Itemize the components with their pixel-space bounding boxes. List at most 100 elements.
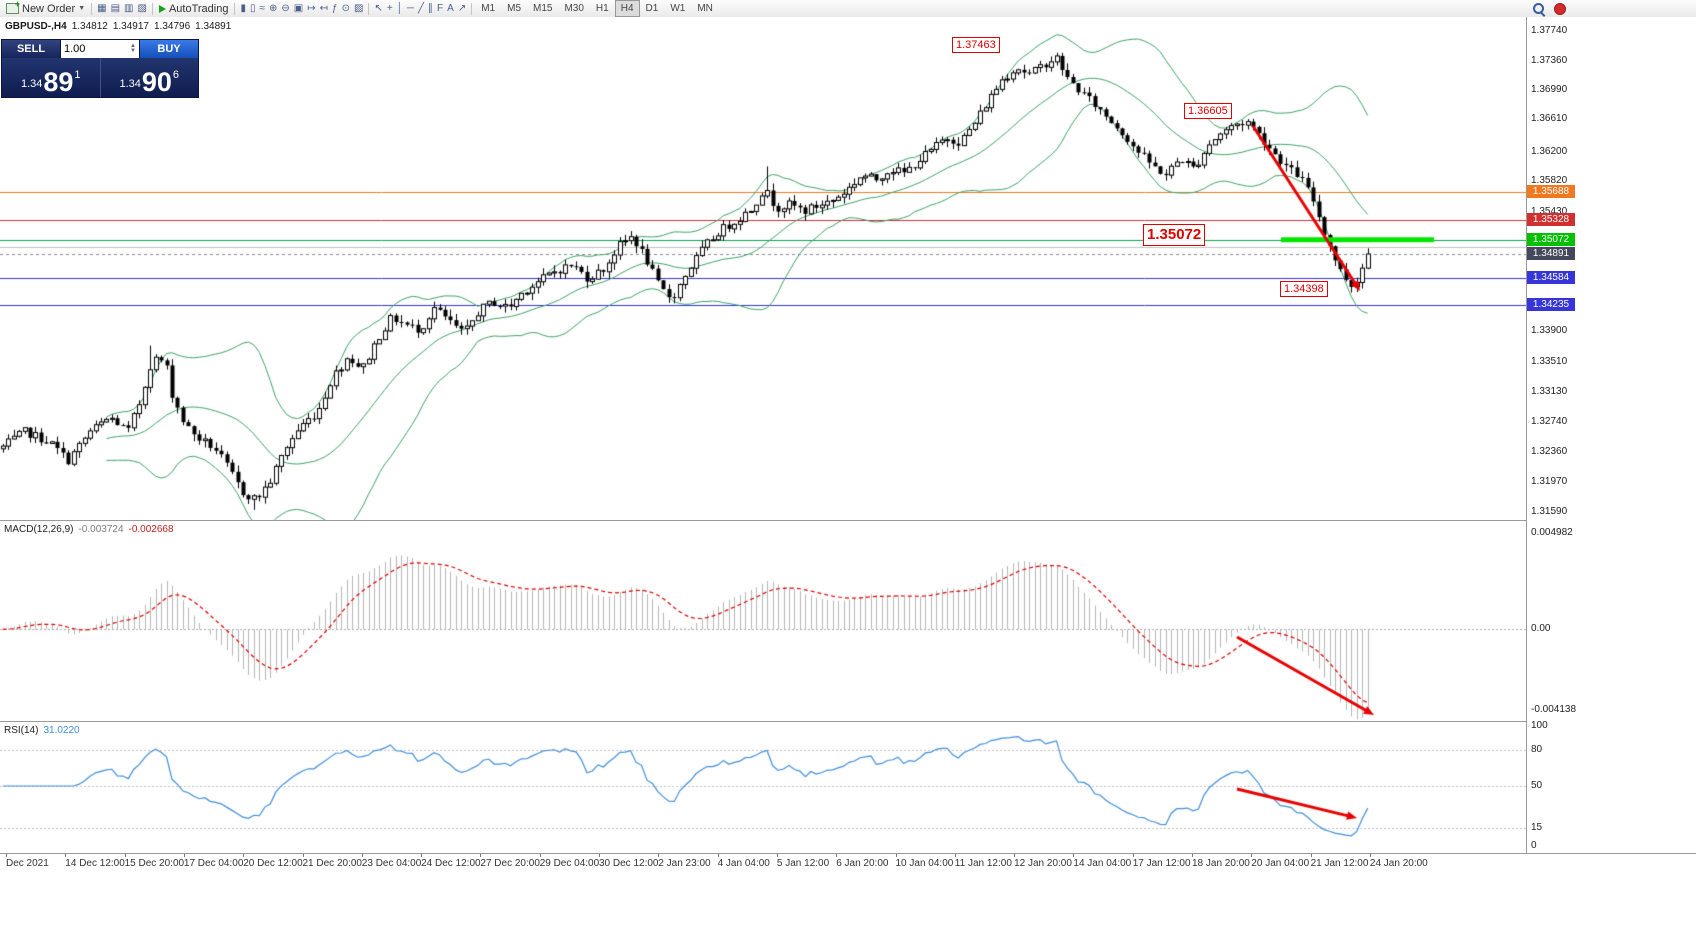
time-axis-label: Dec 2021 — [6, 858, 49, 869]
time-axis-label: 24 Jan 20:00 — [1369, 858, 1428, 869]
arrows-icon[interactable]: ↗ — [457, 3, 467, 14]
timeframe-h4[interactable]: H4 — [614, 0, 640, 17]
price-badge-level-green: 1.35072 — [1527, 232, 1575, 246]
price-badge-support-blue-2: 1.34235 — [1527, 298, 1575, 312]
timeframe-mn[interactable]: MN — [697, 3, 713, 14]
time-axis-label: 29 Dec 04:00 — [539, 858, 600, 869]
sell-price-small: 1.34 — [20, 78, 43, 90]
time-axis[interactable]: Dec 2021 14 Dec 12:00 15 Dec 20:00 17 Dec 0… — [0, 853, 1696, 872]
macd-axis-label: 0.004982 — [1531, 526, 1573, 538]
new-chart-icon[interactable]: ▦ — [97, 3, 107, 14]
rsi-value: 31.0220 — [43, 725, 80, 736]
macd-label: MACD(12,26,9) — [4, 524, 74, 535]
horizontal-line-icon[interactable]: ─ — [406, 3, 414, 14]
timeframe-m15[interactable]: M15 — [533, 3, 553, 14]
channel-icon[interactable]: ∥ — [428, 3, 434, 14]
indicators-icon[interactable]: ƒ — [332, 3, 338, 14]
rsi-axis-label: 100 — [1531, 720, 1548, 731]
time-axis-tick — [658, 854, 660, 857]
metaquotes-logo-icon[interactable] — [1551, 1, 1569, 16]
new-order-label: New Order — [22, 2, 76, 15]
time-axis-tick — [302, 854, 304, 857]
navigator-icon[interactable]: ▧ — [137, 3, 147, 14]
timeframe-d1[interactable]: D1 — [645, 3, 659, 14]
price-tick-label: 1.35820 — [1531, 175, 1568, 187]
chevron-down-icon: ▼ — [78, 5, 86, 12]
zoom-out-icon[interactable]: ⊖ — [281, 3, 290, 14]
sell-price-sup: 1 — [74, 69, 81, 81]
timeframe-h1[interactable]: H1 — [595, 3, 609, 14]
time-axis-tick — [6, 854, 7, 857]
toolbar: New Order ▼ ▦▤▥▧ AutoTrading ▮▯≈⊕⊖▣↦↤ƒ⊙▨… — [0, 0, 1696, 18]
timeframe-m5[interactable]: M5 — [507, 3, 522, 14]
macd-canvas[interactable] — [0, 521, 1526, 721]
buy-button[interactable]: BUY — [140, 40, 198, 58]
vertical-line-icon[interactable]: │ — [396, 3, 403, 14]
one-click-trading-panel: SELL 1.00 ▲ ▼ BUY 1.34 89 1 1.34 90 6 — [1, 39, 199, 98]
time-axis-tick — [954, 854, 956, 857]
buy-price-button[interactable]: 1.34 90 6 — [101, 58, 199, 97]
high-value: 1.34917 — [112, 21, 149, 32]
price-tick-label: 1.33130 — [1531, 385, 1568, 397]
time-axis-label: 11 Jan 12:00 — [954, 858, 1012, 869]
sell-price-button[interactable]: 1.34 89 1 — [2, 58, 100, 97]
time-axis-tick — [1073, 854, 1075, 857]
price-tick-label: 1.35430 — [1531, 205, 1568, 217]
price-annotation[interactable]: 1.36605 — [1184, 103, 1232, 119]
chart-toolbar-group: ▮ ▯ ≈ ⊕ ⊖ ▣ ↦ ↤ ƒ ⊙ ▨ — [238, 1, 365, 16]
autotrading-button[interactable]: AutoTrading — [156, 1, 232, 16]
timeframe-m1[interactable]: M1 — [481, 3, 496, 14]
price-tick-label: 1.32740 — [1531, 416, 1568, 428]
time-axis-label: 17 Jan 12:00 — [1132, 858, 1191, 869]
sell-button[interactable]: SELL — [2, 40, 60, 58]
price-tick-label: 1.37740 — [1531, 25, 1568, 37]
periods-icon[interactable]: ⊙ — [341, 3, 350, 14]
price-tick-label: 1.36200 — [1531, 145, 1568, 157]
fibonacci-icon[interactable]: F — [437, 3, 444, 14]
timeframe-w1[interactable]: W1 — [670, 3, 686, 14]
trendline-icon[interactable]: ╱ — [418, 3, 425, 14]
auto-scroll-icon[interactable]: ↦ — [307, 3, 316, 14]
price-annotation[interactable]: 1.37463 — [952, 37, 1000, 53]
text-icon[interactable]: A — [447, 3, 454, 14]
candlestick-chart-icon[interactable]: ▯ — [249, 3, 256, 14]
timeframe-m30[interactable]: M30 — [564, 3, 584, 14]
time-axis-label: 20 Dec 12:00 — [243, 858, 303, 869]
panel-separator[interactable] — [0, 721, 1696, 722]
price-chart-canvas[interactable] — [0, 17, 1526, 520]
time-axis-label: 18 Jan 20:00 — [1192, 858, 1250, 869]
price-tick-label: 1.33510 — [1531, 355, 1568, 367]
price-axis[interactable]: 1.37740 1.37360 1.36990 1.36610 1.36200 1.358… — [1526, 17, 1696, 853]
volume-value: 1.00 — [64, 43, 86, 55]
time-axis-tick — [1310, 854, 1312, 857]
chart-shift-icon[interactable]: ↤ — [319, 3, 329, 14]
cursor-icon[interactable]: ↖ — [374, 3, 383, 14]
price-annotation[interactable]: 1.34398 — [1280, 281, 1328, 297]
market-watch-icon[interactable]: ▥ — [124, 3, 134, 14]
tile-windows-icon[interactable]: ▣ — [293, 3, 304, 14]
symbol-period-label: GBPUSD-,H4 — [5, 21, 67, 32]
volume-spinner[interactable]: ▲ ▼ — [130, 43, 136, 54]
search-icon[interactable] — [1530, 1, 1547, 16]
rsi-axis-label: 15 — [1531, 822, 1543, 833]
panel-separator[interactable] — [0, 520, 1696, 521]
line-chart-icon[interactable]: ≈ — [259, 3, 266, 14]
macd-axis-label: 0.00 — [1531, 623, 1551, 635]
templates-icon[interactable]: ▨ — [353, 3, 364, 14]
low-value: 1.34796 — [154, 21, 191, 32]
time-axis-tick — [1132, 854, 1134, 857]
time-axis-tick — [1251, 854, 1253, 857]
zoom-in-icon[interactable]: ⊕ — [269, 3, 278, 14]
price-annotation[interactable]: 1.35072 — [1143, 224, 1206, 246]
crosshair-icon[interactable]: + — [386, 3, 393, 14]
profiles-icon[interactable]: ▤ — [110, 3, 121, 14]
play-icon — [158, 4, 166, 13]
macd-axis-label: -0.004138 — [1531, 703, 1577, 715]
time-axis-label: 15 Dec 20:00 — [124, 858, 185, 869]
rsi-canvas[interactable] — [0, 722, 1526, 852]
volume-input[interactable]: 1.00 ▲ ▼ — [60, 40, 140, 58]
price-tick-label: 1.37360 — [1531, 54, 1568, 66]
macd-header: MACD(12,26,9) -0.003724 -0.002668 — [4, 524, 174, 535]
bar-chart-icon[interactable]: ▮ — [240, 3, 246, 14]
new-order-button[interactable]: New Order ▼ — [3, 0, 88, 16]
